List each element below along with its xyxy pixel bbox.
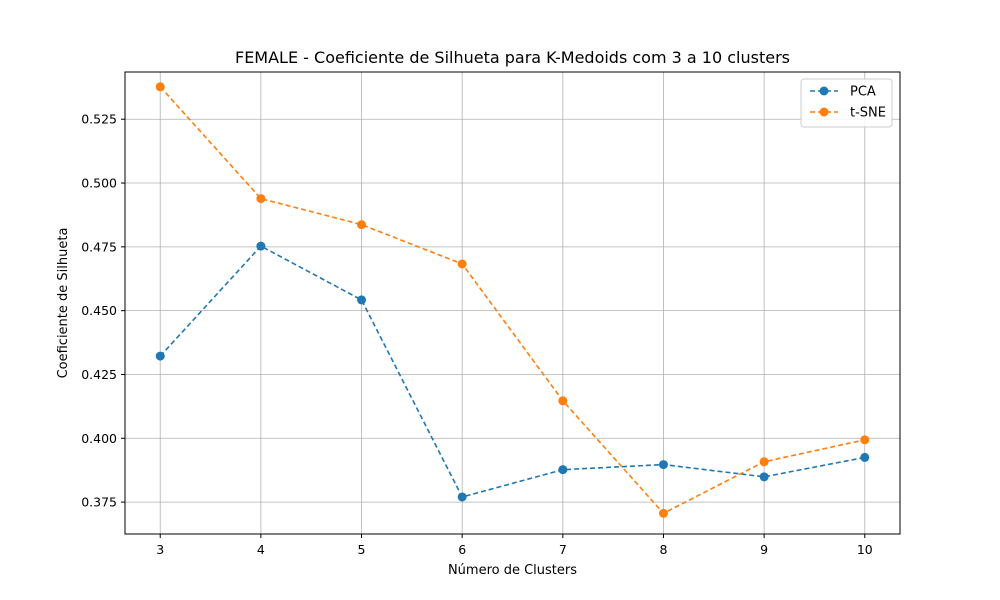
series-pca (155, 241, 870, 502)
data-point-pca (357, 295, 367, 305)
data-point-tsne (357, 220, 367, 230)
x-tick-label: 7 (559, 542, 567, 557)
x-tick-label: 5 (358, 542, 366, 557)
y-tick-label: 0.475 (81, 239, 117, 254)
x-tick-label: 10 (857, 542, 873, 557)
y-tick-label: 0.450 (81, 303, 117, 318)
y-tick-label: 0.500 (81, 176, 117, 191)
y-tick-label: 0.400 (81, 431, 117, 446)
data-point-tsne (860, 435, 870, 445)
x-tick-label: 6 (458, 542, 466, 557)
data-point-pca (759, 472, 769, 482)
x-tick-label: 3 (156, 542, 164, 557)
grid-lines (125, 72, 900, 534)
data-point-tsne (457, 259, 467, 269)
y-axis-ticks: 0.375 0.400 0.425 0.450 0.475 0.500 0.525 (81, 112, 125, 510)
plot-frame (124, 71, 901, 535)
data-point-pca (658, 460, 668, 470)
x-axis-label: Número de Clusters (448, 563, 577, 578)
data-point-tsne (256, 194, 266, 204)
series-layer (155, 82, 870, 518)
x-tick-label: 8 (659, 542, 667, 557)
y-tick-label: 0.525 (81, 112, 117, 127)
y-tick-label: 0.375 (81, 495, 117, 510)
x-tick-label: 4 (257, 542, 265, 557)
data-point-pca (256, 241, 266, 251)
data-point-tsne (658, 508, 668, 518)
data-point-pca (558, 465, 568, 475)
series-tsne (155, 82, 870, 518)
data-point-tsne (155, 82, 165, 92)
data-point-tsne (558, 396, 568, 406)
legend: PCA t-SNE (800, 78, 893, 128)
legend-label-pca: PCA (850, 85, 876, 100)
legend-marker-pca (819, 86, 829, 96)
data-point-pca (457, 492, 467, 502)
legend-label-tsne: t-SNE (850, 106, 886, 121)
legend-marker-tsne (819, 107, 829, 117)
series-line-pca (159, 245, 865, 498)
data-point-pca (860, 452, 870, 462)
series-line-tsne (159, 86, 865, 515)
y-axis-label: Coeficiente de Silhueta (56, 228, 71, 379)
data-point-tsne (759, 457, 769, 467)
y-tick-label: 0.425 (81, 367, 117, 382)
data-point-pca (155, 351, 165, 361)
x-tick-label: 9 (760, 542, 768, 557)
chart-title: FEMALE - Coeficiente de Silhueta para K-… (235, 48, 790, 67)
x-axis-ticks: 3 4 5 6 7 8 9 10 (156, 534, 873, 557)
